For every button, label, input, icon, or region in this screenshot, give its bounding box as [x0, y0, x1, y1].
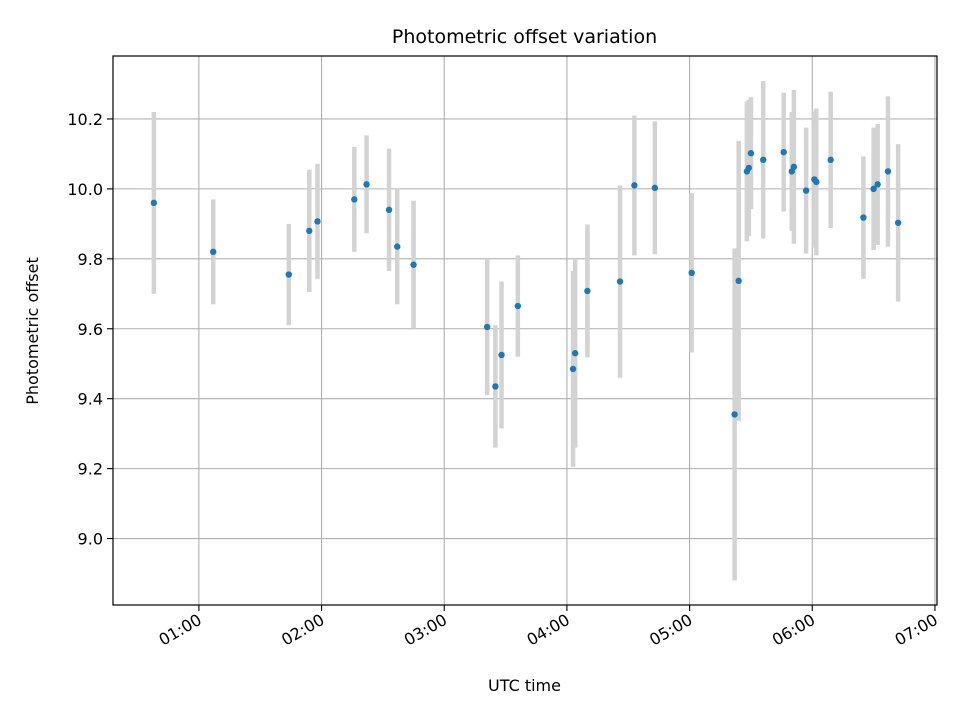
data-point	[285, 271, 292, 278]
y-tick-label: 9.0	[78, 530, 103, 549]
data-point	[735, 277, 742, 285]
data-point	[569, 365, 577, 373]
y-axis-label: Photometric offset	[23, 257, 42, 405]
y-axis-ticks: 9.0 9.2 9.4 9.6 9.8 10.0 10.2	[67, 110, 113, 549]
data-point	[747, 150, 755, 157]
data-point	[870, 185, 877, 193]
data-point	[688, 269, 695, 277]
data-point	[651, 184, 659, 192]
data-point	[584, 287, 591, 295]
data-point	[631, 182, 638, 189]
data-point	[802, 187, 810, 194]
y-tick-label: 9.8	[78, 250, 103, 269]
chart-title: Photometric offset variation	[392, 26, 657, 48]
data-point	[514, 302, 522, 310]
data-point	[210, 248, 217, 256]
data-point	[731, 411, 738, 418]
data-point	[314, 218, 321, 225]
data-point	[498, 351, 505, 359]
data-point	[492, 383, 499, 390]
data-point	[790, 163, 798, 171]
y-tick-label: 9.2	[78, 460, 103, 479]
plot-frame	[112, 55, 938, 606]
data-points	[150, 148, 902, 418]
data-point	[385, 206, 393, 214]
data-point	[363, 181, 370, 188]
data-point	[894, 219, 902, 226]
data-point	[860, 214, 867, 221]
data-point	[306, 227, 313, 235]
data-point	[410, 261, 417, 268]
data-point	[745, 164, 753, 172]
data-point	[483, 323, 491, 331]
data-point	[394, 243, 401, 250]
y-tick-label: 10.0	[67, 180, 103, 199]
data-point	[827, 156, 834, 164]
data-point	[150, 199, 158, 207]
x-axis-label: UTC time	[488, 676, 561, 695]
data-point	[884, 168, 892, 175]
data-point	[874, 181, 881, 188]
y-tick-label: 10.2	[67, 110, 103, 129]
y-tick-label: 9.4	[78, 390, 103, 409]
data-point	[813, 178, 820, 186]
data-point	[780, 148, 787, 156]
data-point	[760, 156, 767, 164]
data-point	[571, 350, 579, 357]
data-point	[351, 196, 358, 203]
y-tick-label: 9.6	[78, 320, 103, 339]
data-point	[616, 278, 624, 285]
